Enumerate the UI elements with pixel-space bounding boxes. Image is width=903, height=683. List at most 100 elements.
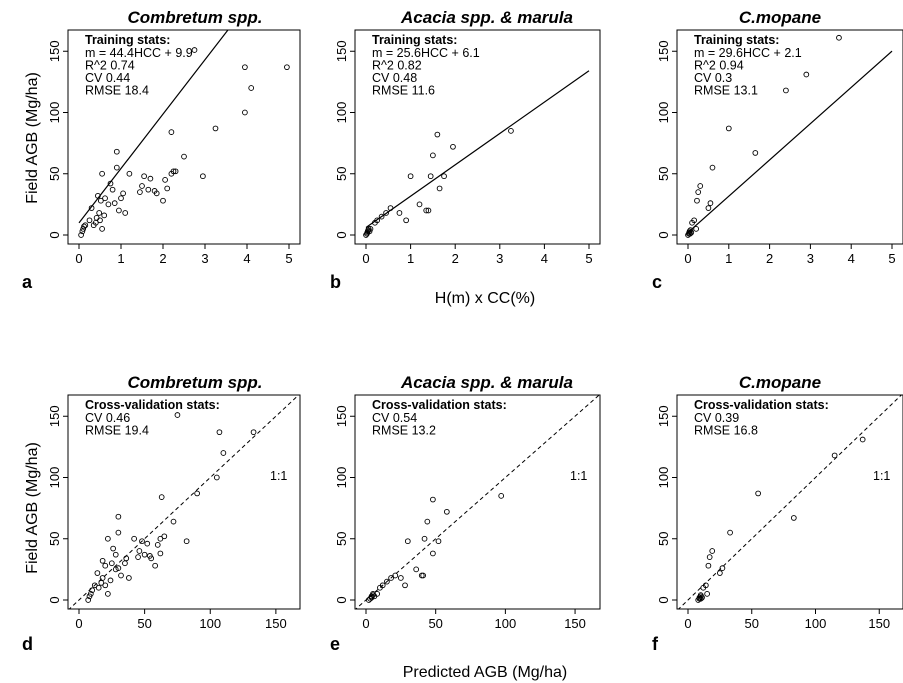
data-point [99, 170, 105, 177]
regression-line [78, 30, 229, 224]
data-point [441, 173, 447, 180]
x-tick-label: 50 [137, 616, 151, 631]
data-point [112, 551, 119, 558]
data-point [365, 226, 372, 232]
x-tick-label: 50 [428, 616, 442, 631]
y-axis-label-top: Field AGB (Mg/ha) [24, 72, 41, 204]
data-point [508, 128, 514, 134]
panel-letter: a [22, 272, 33, 292]
x-tick-label: 4 [848, 251, 855, 266]
data-point [153, 190, 160, 197]
data-point [93, 215, 100, 221]
x-tick-label: 2 [452, 251, 459, 266]
data-point [421, 535, 428, 542]
y-tick-label: 100 [47, 467, 62, 489]
x-tick-label: 100 [495, 616, 517, 631]
data-point [250, 429, 257, 436]
x-tick-label: 0 [362, 251, 369, 266]
data-point [161, 533, 168, 540]
data-point [145, 186, 152, 193]
data-point [102, 582, 109, 589]
x-axis-label-bottom: Predicted AGB (Mg/ha) [403, 664, 568, 681]
data-point [88, 205, 95, 211]
data-point [220, 450, 227, 456]
plot-area [355, 395, 600, 609]
data-point [498, 493, 505, 499]
data-point [404, 538, 411, 545]
stats-line: R^2 0.82 [372, 59, 422, 73]
data-point [420, 572, 426, 579]
data-point [158, 494, 165, 500]
data-point [95, 192, 101, 199]
y-tick-label: 150 [656, 405, 671, 427]
one-to-one-label: 1:1 [570, 469, 587, 483]
data-point [102, 195, 108, 202]
data-point [407, 173, 414, 180]
panel-d: Combretum spp. 0 50 100 150 0 50 100 150 Cross-va… [22, 373, 301, 654]
stats-line: RMSE 13.1 [694, 84, 758, 98]
stats-line: m = 29.6HCC + 2.1 [694, 46, 802, 60]
data-point [160, 197, 166, 204]
panel-letter: d [22, 634, 33, 654]
y-tick-label: 150 [656, 40, 671, 62]
data-point [687, 230, 693, 237]
data-point [822, 24, 827, 29]
plot-area [68, 395, 300, 609]
data-point [379, 582, 386, 589]
x-tick-label: 3 [201, 251, 208, 266]
data-point [284, 64, 290, 71]
data-point [118, 195, 124, 202]
data-point [157, 535, 164, 542]
data-point [366, 228, 373, 235]
data-point [97, 197, 104, 204]
data-point [170, 518, 177, 525]
stats-line: RMSE 18.4 [85, 84, 149, 98]
stats-line: R^2 0.94 [694, 59, 744, 73]
data-point [709, 548, 716, 554]
x-tick-label: 0 [75, 251, 82, 266]
panel-title: Acacia spp. & marula [400, 8, 573, 27]
data-point [435, 538, 442, 545]
data-point [181, 153, 187, 160]
data-point [148, 555, 155, 562]
x-tick-label: 100 [805, 616, 827, 631]
y-tick-label: 0 [47, 596, 62, 603]
data-point [174, 412, 181, 418]
data-point [154, 542, 161, 548]
data-point [170, 168, 177, 175]
panel-e: Acacia spp. & marula 0 50 100 150 0 50 100 150 Cr… [330, 373, 601, 654]
data-point [704, 591, 710, 597]
x-tick-label: 0 [684, 251, 691, 266]
stats-line: m = 44.4HCC + 9.9 [85, 46, 193, 60]
data-point [144, 540, 151, 547]
data-point [374, 591, 381, 597]
x-tick-label: 1 [117, 251, 124, 266]
data-point [691, 217, 697, 224]
stats-line: R^2 0.74 [85, 59, 135, 73]
x-tick-label: 4 [243, 251, 250, 266]
data-point [859, 436, 866, 443]
stats-line: m = 25.6HCC + 6.1 [372, 46, 480, 60]
stats-line: CV 0.39 [694, 411, 739, 425]
data-point [384, 578, 390, 585]
data-point [113, 148, 120, 155]
data-point [81, 223, 87, 230]
data-point [113, 164, 120, 171]
y-tick-label: 50 [334, 532, 349, 546]
data-point [686, 228, 693, 235]
x-tick-label: 100 [199, 616, 221, 631]
stats-title: Cross-validation stats: [372, 398, 507, 412]
data-point [89, 587, 95, 594]
data-point [423, 207, 430, 214]
one-to-one-label: 1:1 [270, 469, 287, 483]
panel-letter: b [330, 272, 341, 292]
stats-line: CV 0.46 [85, 411, 130, 425]
data-point [424, 518, 431, 525]
data-point [118, 572, 124, 579]
data-point [105, 535, 111, 542]
data-point [115, 565, 122, 572]
y-tick-label: 50 [47, 167, 62, 181]
stats-title: Training stats: [85, 33, 170, 47]
